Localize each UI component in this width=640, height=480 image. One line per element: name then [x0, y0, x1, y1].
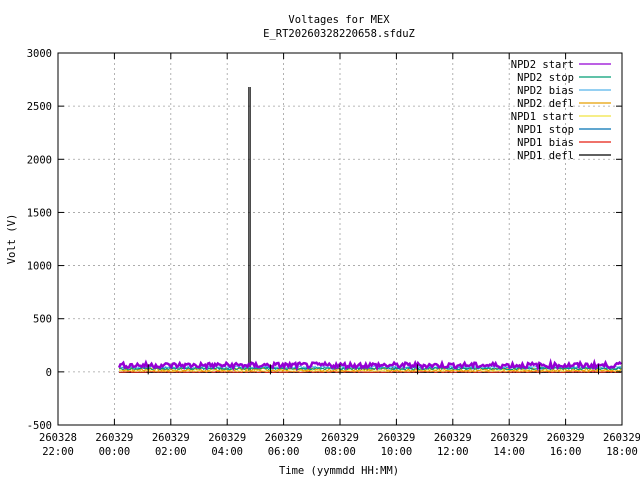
x-tick-time: 08:00: [324, 446, 356, 458]
x-tick-time: 02:00: [155, 446, 187, 458]
y-tick-label: 0: [46, 367, 52, 379]
legend-label: NPD2 stop: [517, 72, 574, 84]
x-tick-time: 16:00: [550, 446, 582, 458]
series-line-npd1-bias: [119, 370, 622, 374]
x-tick-date: 260329: [603, 432, 640, 444]
x-tick-time: 22:00: [42, 446, 74, 458]
y-tick-label: 1000: [27, 261, 52, 273]
legend-label: NPD1 stop: [517, 124, 574, 136]
x-tick-time: 04:00: [211, 446, 243, 458]
x-tick-time: 06:00: [268, 446, 300, 458]
x-tick-time: 12:00: [437, 446, 469, 458]
legend-label: NPD2 defl: [517, 98, 574, 110]
x-axis-label: Time (yymmdd HH:MM): [279, 465, 399, 477]
series-line-npd2-start: [117, 357, 623, 372]
x-tick-date: 260329: [490, 432, 528, 444]
series-line-npd2-defl: [118, 367, 622, 373]
y-tick-label: 1500: [27, 207, 52, 219]
x-tick-date: 260329: [547, 432, 585, 444]
x-tick-time: 10:00: [381, 446, 413, 458]
x-tick-time: 14:00: [493, 446, 525, 458]
grid-lines: [58, 53, 622, 425]
x-tick-date: 260329: [95, 432, 133, 444]
legend-label: NPD1 start: [511, 111, 574, 123]
x-tick-date: 260329: [377, 432, 415, 444]
x-tick-date: 260329: [265, 432, 303, 444]
x-tick-time: 00:00: [99, 446, 131, 458]
legend-label: NPD1 defl: [517, 150, 574, 162]
x-tick-date: 260329: [434, 432, 472, 444]
y-tick-label: 2500: [27, 101, 52, 113]
y-axis-label: Volt (V): [6, 214, 18, 265]
y-tick-label: 2000: [27, 154, 52, 166]
axis-ticks: -500 0 500 1000 1500 2000 2500 3000 260328 22:00 2…: [27, 48, 640, 458]
legend-label: NPD2 start: [511, 59, 574, 71]
series-layer: [117, 87, 623, 375]
x-tick-date: 260329: [208, 432, 246, 444]
y-tick-label: 500: [33, 314, 52, 326]
x-tick-time: 18:00: [606, 446, 638, 458]
x-tick-date: 260329: [152, 432, 190, 444]
y-tick-label: 3000: [27, 48, 52, 60]
y-tick-label: -500: [27, 420, 52, 432]
x-tick-date: 260329: [321, 432, 359, 444]
x-tick-date: 260328: [39, 432, 77, 444]
chart-title: Voltages for MEX: [288, 14, 390, 26]
legend-label: NPD2 bias: [517, 85, 574, 97]
chart-subtitle: E_RT20260328220658.sfduZ: [263, 28, 415, 40]
legend-label: NPD1 bias: [517, 137, 574, 149]
